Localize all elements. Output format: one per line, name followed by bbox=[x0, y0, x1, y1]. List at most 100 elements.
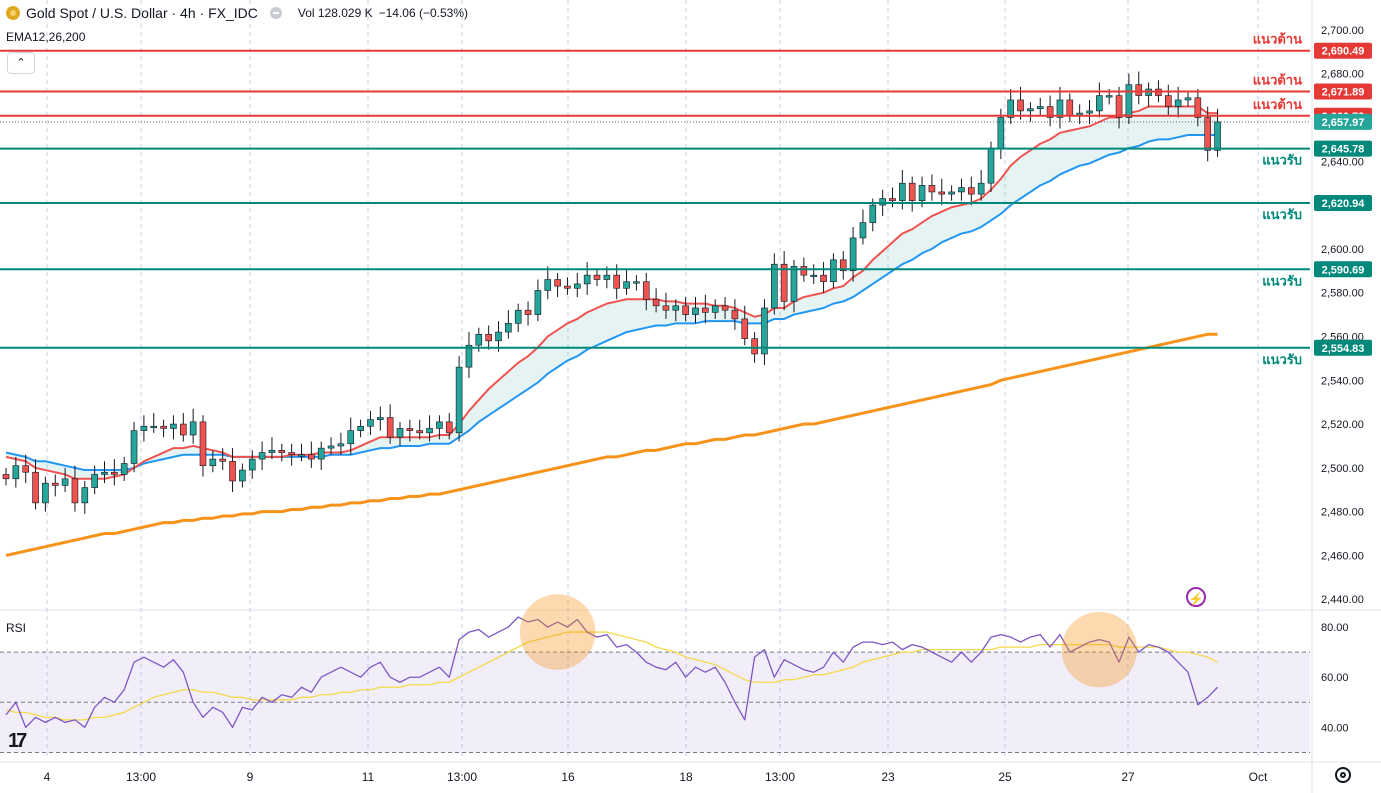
candle bbox=[71, 465, 79, 512]
candle-body bbox=[485, 333, 492, 342]
symbol-title[interactable]: Gold Spot / U.S. Dollar · 4h · FX_IDC bbox=[26, 5, 258, 21]
candle-body bbox=[505, 323, 512, 333]
price-label: 2,620.94 bbox=[1322, 198, 1366, 210]
settings-gear-icon[interactable] bbox=[1335, 767, 1351, 783]
candle bbox=[721, 297, 729, 319]
candle-body bbox=[101, 471, 108, 475]
candle-body bbox=[160, 425, 167, 429]
candle bbox=[416, 419, 424, 440]
candle bbox=[780, 251, 788, 311]
candle-body bbox=[278, 450, 286, 453]
x-tick-label: 23 bbox=[881, 770, 895, 784]
candle bbox=[1036, 97, 1044, 116]
candle-body bbox=[475, 333, 483, 346]
candle-body bbox=[603, 274, 611, 280]
candle-body bbox=[81, 487, 89, 504]
price-label-bg bbox=[1314, 83, 1372, 100]
candle bbox=[839, 251, 847, 280]
candle-body bbox=[396, 428, 404, 438]
price-label: 2,690.49 bbox=[1322, 46, 1365, 58]
candle-body bbox=[859, 222, 867, 239]
candle-body bbox=[987, 147, 995, 184]
candle bbox=[61, 467, 69, 492]
candle bbox=[308, 441, 315, 468]
candle bbox=[120, 456, 128, 481]
support-label: แนวรับ bbox=[1262, 273, 1302, 288]
candle bbox=[91, 465, 98, 495]
candle bbox=[524, 301, 532, 326]
ema-indicator-label[interactable]: EMA12,26,200 bbox=[6, 30, 86, 44]
candle-body bbox=[130, 430, 138, 464]
candle-body bbox=[199, 421, 207, 466]
price-label: 2,554.83 bbox=[1322, 343, 1365, 355]
candle bbox=[465, 332, 473, 379]
ema200-line bbox=[5, 332, 1218, 557]
candle bbox=[436, 415, 443, 440]
candle bbox=[51, 474, 59, 497]
rsi-y-tick-label: 80.00 bbox=[1321, 622, 1349, 634]
candle-body bbox=[820, 274, 827, 283]
rsi-pane-label[interactable]: RSI bbox=[6, 621, 27, 635]
candle bbox=[298, 443, 305, 462]
candle-body bbox=[908, 182, 916, 202]
volume-readout: Vol 128.029 K bbox=[297, 6, 373, 20]
candle bbox=[810, 264, 818, 284]
candle-body bbox=[780, 263, 788, 302]
candle bbox=[948, 185, 955, 201]
candle-body bbox=[770, 263, 778, 309]
candle-body bbox=[1046, 106, 1054, 118]
candle bbox=[140, 415, 148, 442]
y-tick-label: 2,680.00 bbox=[1321, 69, 1364, 81]
candle-body bbox=[22, 465, 30, 473]
candle-body bbox=[514, 309, 522, 324]
tradingview-logo-icon[interactable]: 17 bbox=[8, 730, 27, 752]
candle-body bbox=[879, 198, 886, 206]
candle bbox=[317, 441, 325, 471]
ema26-line bbox=[5, 134, 1218, 472]
visibility-icon[interactable] bbox=[269, 7, 282, 19]
candle-body bbox=[120, 463, 128, 475]
candle-body bbox=[288, 452, 295, 456]
price-label-bg bbox=[1314, 113, 1372, 130]
candle-body bbox=[357, 425, 364, 431]
candle bbox=[977, 170, 985, 201]
candle bbox=[1066, 93, 1074, 122]
candle-body bbox=[219, 458, 226, 462]
candle-body bbox=[967, 187, 975, 195]
candle-body bbox=[889, 198, 896, 202]
candle-body bbox=[376, 417, 384, 420]
resistance-label: แนวต้าน bbox=[1253, 97, 1302, 112]
candle-body bbox=[111, 471, 118, 475]
candle-body bbox=[800, 266, 808, 276]
candle bbox=[445, 413, 453, 440]
candle-body bbox=[42, 482, 49, 504]
candle-body bbox=[1174, 99, 1182, 107]
candle-body bbox=[298, 454, 305, 457]
candle-body bbox=[830, 259, 837, 283]
candle bbox=[889, 187, 896, 208]
candle-body bbox=[1204, 117, 1211, 151]
candle-body bbox=[672, 305, 680, 311]
chevron-up-icon[interactable]: ⌃ bbox=[7, 52, 35, 74]
y-tick-label: 2,480.00 bbox=[1321, 507, 1364, 519]
candle bbox=[1007, 89, 1015, 125]
candle bbox=[761, 299, 768, 365]
candle bbox=[426, 415, 433, 442]
candle-body bbox=[1086, 110, 1093, 114]
candle-body bbox=[938, 191, 946, 195]
flash-icon[interactable]: ⚡ bbox=[1186, 587, 1206, 607]
candle bbox=[1096, 82, 1103, 118]
candle-body bbox=[633, 281, 640, 284]
candle-body bbox=[1214, 121, 1221, 151]
candle-body bbox=[761, 307, 768, 355]
candle-body bbox=[662, 305, 670, 311]
rsi-y-tick-label: 60.00 bbox=[1321, 672, 1349, 684]
candle-body bbox=[977, 182, 985, 195]
candle-body bbox=[367, 419, 374, 427]
candle bbox=[820, 262, 827, 293]
x-tick-label: 11 bbox=[362, 770, 375, 784]
candle-body bbox=[317, 447, 325, 460]
candle-body bbox=[229, 460, 236, 482]
candle bbox=[1194, 89, 1202, 127]
